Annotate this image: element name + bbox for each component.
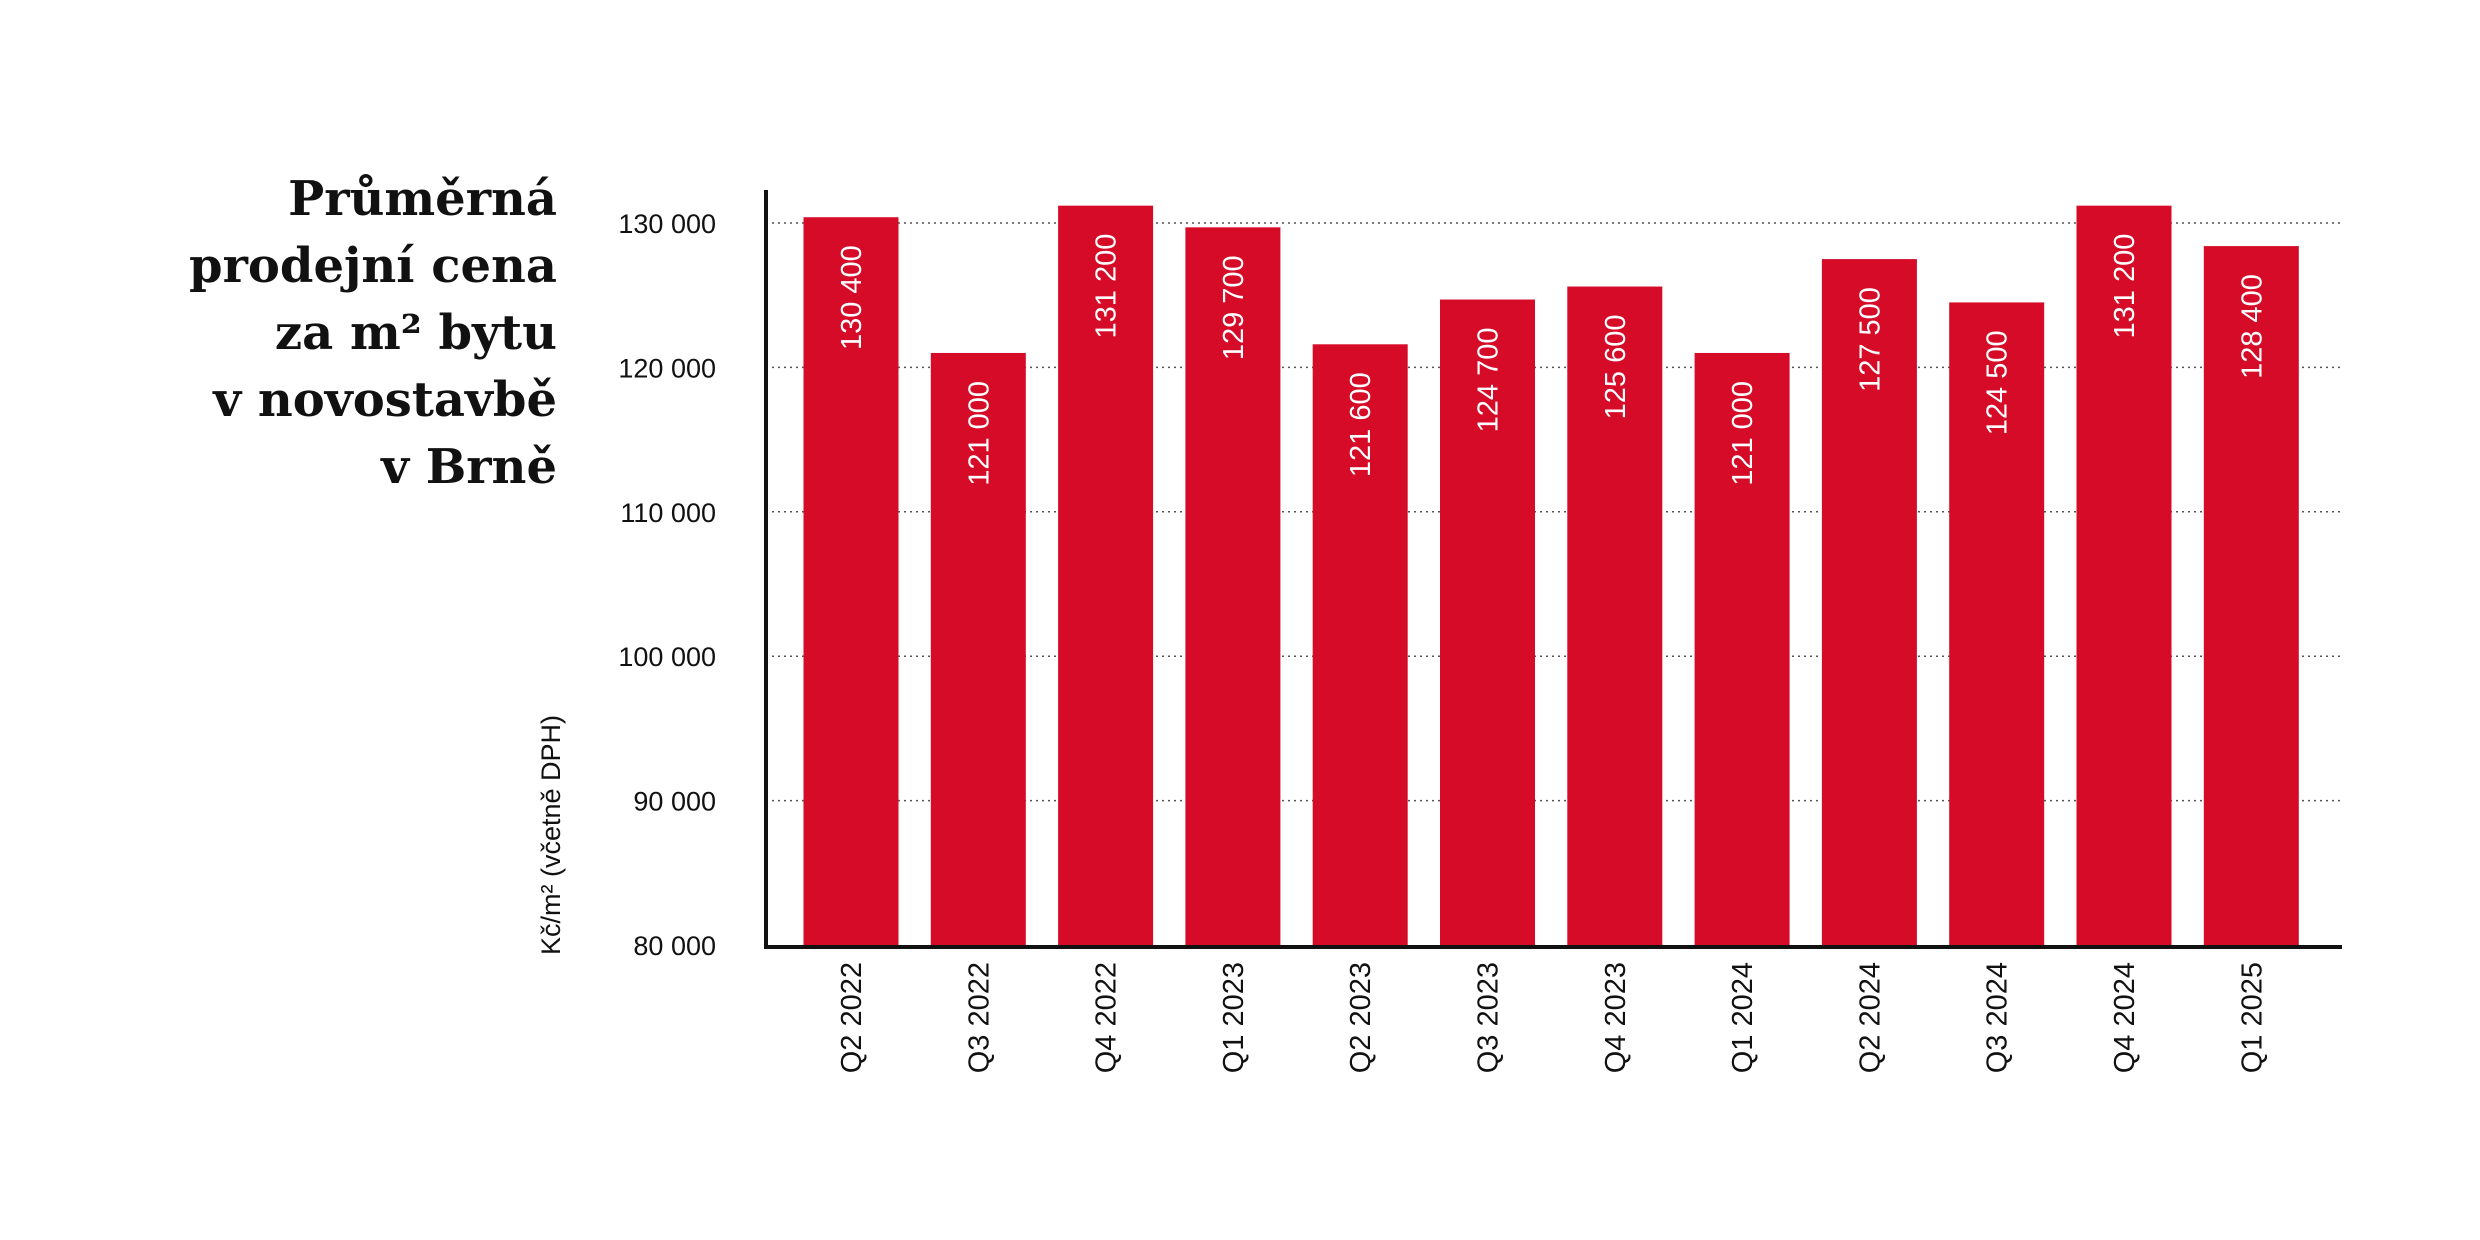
bar [930,352,1026,946]
bar [1058,205,1154,945]
bar [803,217,899,945]
bar [1694,352,1790,946]
bar [2203,246,2299,945]
bar-value-label: 121 000 [963,381,995,486]
y-axis-ticks: 80 000 90 000 100 000 110 000 120 000 130 000 [618,209,716,961]
bar [1821,259,1917,946]
y-tick-label: 80 000 [633,931,716,961]
x-tick-label: Q4 2022 [1091,962,1123,1073]
bar-value-label: 124 500 [1982,330,2014,435]
chart-title-line: prodejní cena [189,238,557,294]
bar-value-label: 130 400 [836,245,868,350]
bar-value-label: 124 700 [1473,328,1505,433]
bar-value-label: 128 400 [2236,274,2268,379]
x-tick-label: Q3 2022 [963,962,995,1073]
bar [1185,227,1281,945]
x-tick-label: Q3 2024 [1982,962,2014,1073]
bar [1567,286,1663,945]
chart-title: Průměrná prodejní cena za m² bytu v novosta… [189,171,557,495]
y-tick-label: 130 000 [618,209,716,239]
gridlines [766,222,2340,802]
bars: 130 400 121 000 131 200 129 700 121 600 124 7… [803,205,2299,946]
bar-value-label: 129 700 [1218,255,1250,360]
bar-value-label: 121 000 [1727,381,1759,486]
bar-value-label: 127 500 [1854,287,1886,392]
x-tick-label: Q1 2023 [1218,962,1250,1073]
x-tick-label: Q3 2023 [1473,962,1505,1073]
y-axis-label: Kč/m² (včetně DPH) [536,715,566,955]
x-tick-label: Q2 2023 [1345,962,1377,1073]
chart-title-line: za m² bytu [275,305,557,361]
bar-value-label: 121 600 [1345,372,1377,477]
chart-title-line: v novostavbě [212,372,557,428]
y-tick-label: 110 000 [620,498,716,528]
x-tick-label: Q4 2023 [1600,962,1632,1073]
x-tick-label: Q2 2024 [1854,962,1886,1073]
y-tick-label: 120 000 [618,353,716,383]
x-tick-label: Q1 2025 [2236,962,2268,1073]
bar [1949,302,2045,945]
x-axis-ticks: Q2 2022 Q3 2022 Q4 2022 Q1 2023 Q2 2023 Q3 20… [836,962,2268,1073]
x-tick-label: Q4 2024 [2109,962,2141,1073]
chart-title-line: Průměrná [288,171,557,227]
bar [1312,344,1408,945]
chart-title-line: v Brně [380,439,557,495]
bar-value-label: 125 600 [1600,315,1632,420]
bar [1440,299,1535,946]
x-tick-label: Q1 2024 [1727,962,1759,1073]
y-tick-label: 90 000 [633,787,716,817]
x-tick-label: Q2 2022 [836,962,868,1073]
bar [2076,205,2172,945]
bar-value-label: 131 200 [1091,234,1123,339]
bar-value-label: 131 200 [2109,234,2141,339]
y-tick-label: 100 000 [618,642,716,672]
